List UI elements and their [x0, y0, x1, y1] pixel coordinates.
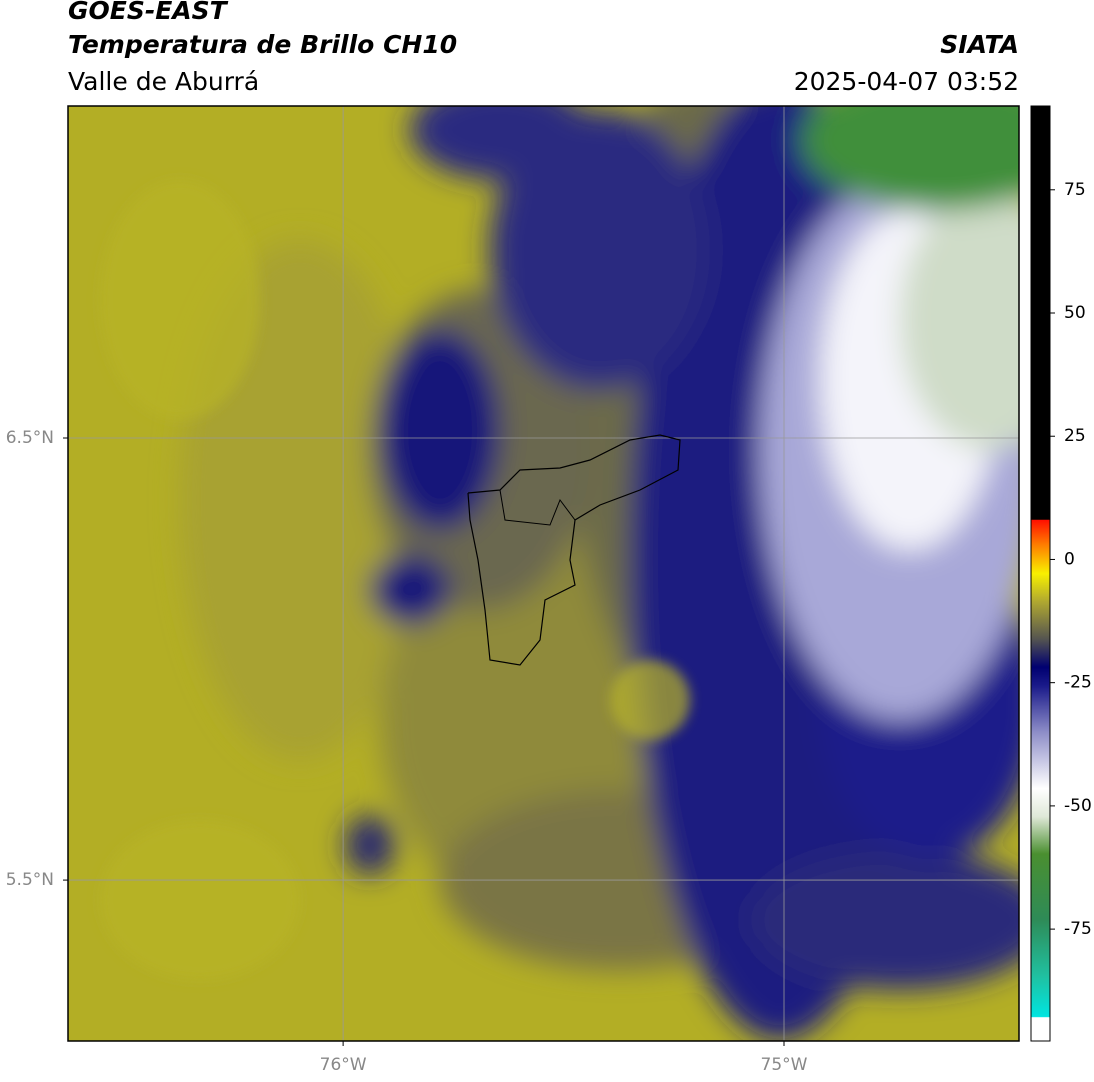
map-frame: [67, 105, 1020, 1042]
colorbar-tick-label: 0: [1064, 549, 1075, 569]
colorbar-tick-label: -50: [1064, 796, 1092, 816]
colorbar-tick-label: -25: [1064, 673, 1092, 693]
municipal-lines: [499, 489, 576, 526]
colorbar-tick-label: 25: [1064, 426, 1086, 446]
lat-label: 5.5°N: [6, 870, 54, 890]
source: SIATA: [940, 30, 1019, 59]
lon-label: 75°W: [761, 1055, 808, 1075]
title: GOES-EAST: [68, 0, 229, 25]
timestamp: 2025-04-07 03:52: [794, 67, 1019, 96]
subtitle: Temperatura de Brillo CH10: [68, 30, 457, 59]
lon-label: 76°W: [320, 1055, 367, 1075]
colorbar-tick-label: 75: [1064, 180, 1086, 200]
colorbar-tick-label: 50: [1064, 303, 1086, 323]
lat-label: 6.5°N: [6, 428, 54, 448]
colorbar-tick-label: -75: [1064, 919, 1092, 939]
colorbar: [1030, 105, 1051, 1042]
colorbar-ticks: 75 50 25 0 -25 -50 -75: [1050, 180, 1092, 939]
basin-outline: [467, 434, 681, 666]
region: Valle de Aburrá: [68, 67, 259, 96]
map-image: [68, 106, 1019, 1041]
grid: 76°W 75°W 6.5°N 5.5°N: [6, 106, 1019, 1075]
